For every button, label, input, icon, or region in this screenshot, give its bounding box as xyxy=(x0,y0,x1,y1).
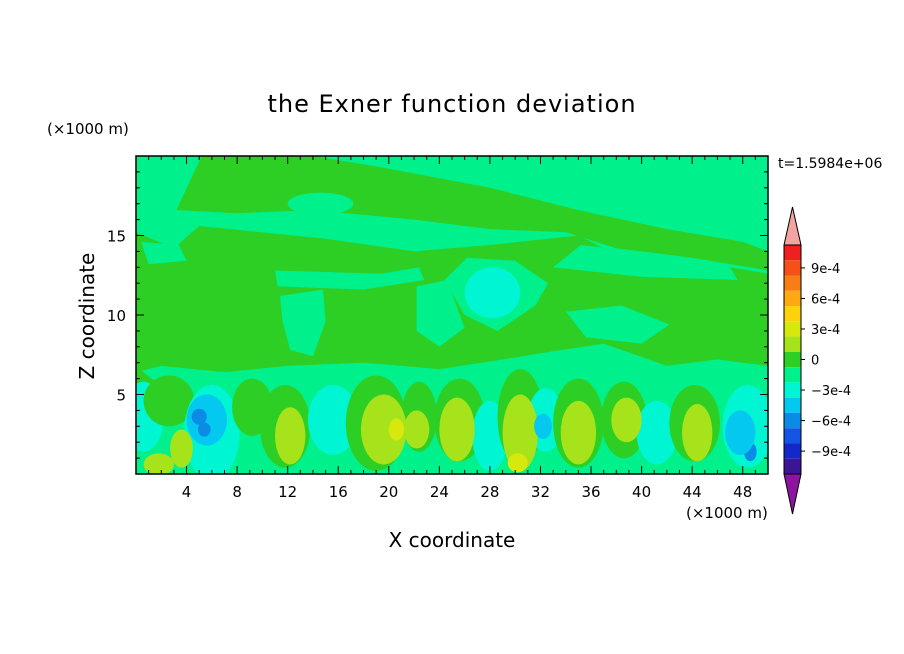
x-tick-label: 44 xyxy=(683,483,702,501)
time-label: t=1.5984e+06 xyxy=(778,156,882,172)
y-tick-label: 15 xyxy=(107,228,126,246)
x-tick-label: 24 xyxy=(430,483,449,501)
strong-negative-1 xyxy=(191,408,207,425)
x-tick-label: 28 xyxy=(480,483,499,501)
positive-core-9 xyxy=(682,404,713,462)
positive-core-7 xyxy=(560,400,597,465)
positive-core-2 xyxy=(275,407,306,465)
x-axis-label: X coordinate xyxy=(389,528,516,552)
patch-upper-oval xyxy=(287,192,354,215)
x-tick-label: 36 xyxy=(581,483,600,501)
colorbar-band xyxy=(784,382,801,398)
zero-level-upper xyxy=(176,156,768,271)
colorbar-band xyxy=(784,321,801,337)
positive-core-3 xyxy=(360,394,407,465)
y-axis: 5 10 15 xyxy=(107,171,768,459)
positive-core-6 xyxy=(502,394,538,471)
colorbar-upper-arrow xyxy=(783,206,802,246)
negative-core-48 xyxy=(725,410,756,455)
positive-peak-2 xyxy=(388,418,404,441)
positive-core-1 xyxy=(170,429,193,468)
colorbar-band xyxy=(784,306,801,322)
positive-core-4 xyxy=(403,410,430,449)
x-tick-label: 12 xyxy=(278,483,297,501)
colorbar-band xyxy=(784,397,801,413)
x-tick-label: 8 xyxy=(232,483,242,501)
patch-mid-upper xyxy=(275,267,425,290)
colorbar-band xyxy=(784,412,801,429)
patch-right-lower xyxy=(565,305,670,344)
colorbar-band xyxy=(784,245,801,261)
y-axis-label: Z coordinate xyxy=(75,253,99,380)
strong-negative-2 xyxy=(197,422,211,437)
contour-field xyxy=(136,156,768,474)
chart-title: the Exner function deviation xyxy=(267,90,636,118)
colorbar-tick-label: −3e-4 xyxy=(811,384,851,399)
positive-peak xyxy=(507,453,528,473)
x-tick-label: 48 xyxy=(733,483,752,501)
colorbar-band xyxy=(784,336,801,352)
lower-cell-14 xyxy=(636,400,677,465)
y-tick-label: 10 xyxy=(107,307,126,325)
x-tick-label: 20 xyxy=(379,483,398,501)
colorbar-tick-label: 3e-4 xyxy=(811,323,840,338)
negative-core-32 xyxy=(534,413,552,440)
lower-cell-5 xyxy=(307,384,359,455)
colorbar-band xyxy=(784,367,801,383)
y-tick-label: 5 xyxy=(116,387,126,405)
positive-core-5 xyxy=(439,397,475,462)
colorbar-band xyxy=(784,260,801,276)
colorbar-band xyxy=(784,351,801,368)
colorbar-lower-arrow xyxy=(783,473,802,515)
colorbar-tick-label: 6e-4 xyxy=(811,292,840,307)
x-unit-label: (×1000 m) xyxy=(686,504,768,522)
colorbar-tick-label: 0 xyxy=(811,354,819,369)
colorbar-tick-label: 9e-4 xyxy=(811,262,840,277)
negative-core-left xyxy=(186,394,228,446)
x-tick-label: 32 xyxy=(531,483,550,501)
positive-core-0 xyxy=(143,453,174,474)
x-axis: 4 8 12 16 20 24 28 32 36 40 44 48 xyxy=(148,156,756,501)
negative-center xyxy=(464,267,521,319)
x-tick-label: 4 xyxy=(182,483,192,501)
x-tick-label: 16 xyxy=(329,483,348,501)
colorbar-tick-label: −6e-4 xyxy=(811,415,851,430)
colorbar-band xyxy=(784,458,801,474)
positive-core-8 xyxy=(611,397,642,443)
y-unit-label: (×1000 m) xyxy=(47,120,129,138)
colorbar-band xyxy=(784,290,801,307)
patch-column-2 xyxy=(416,280,465,347)
colorbar-band xyxy=(784,275,801,291)
colorbar-band xyxy=(784,428,801,444)
x-tick-label: 40 xyxy=(632,483,651,501)
patch-right xyxy=(553,245,738,280)
colorbar-tick-label: −9e-4 xyxy=(811,445,851,460)
colorbar: 9e-4 6e-4 3e-4 0 −3e-4 −6e-4 −9e-4 xyxy=(783,206,851,515)
patch-left xyxy=(141,241,187,265)
colorbar-band xyxy=(784,443,801,459)
patch-column xyxy=(280,289,326,357)
lower-cell-1 xyxy=(143,375,195,427)
